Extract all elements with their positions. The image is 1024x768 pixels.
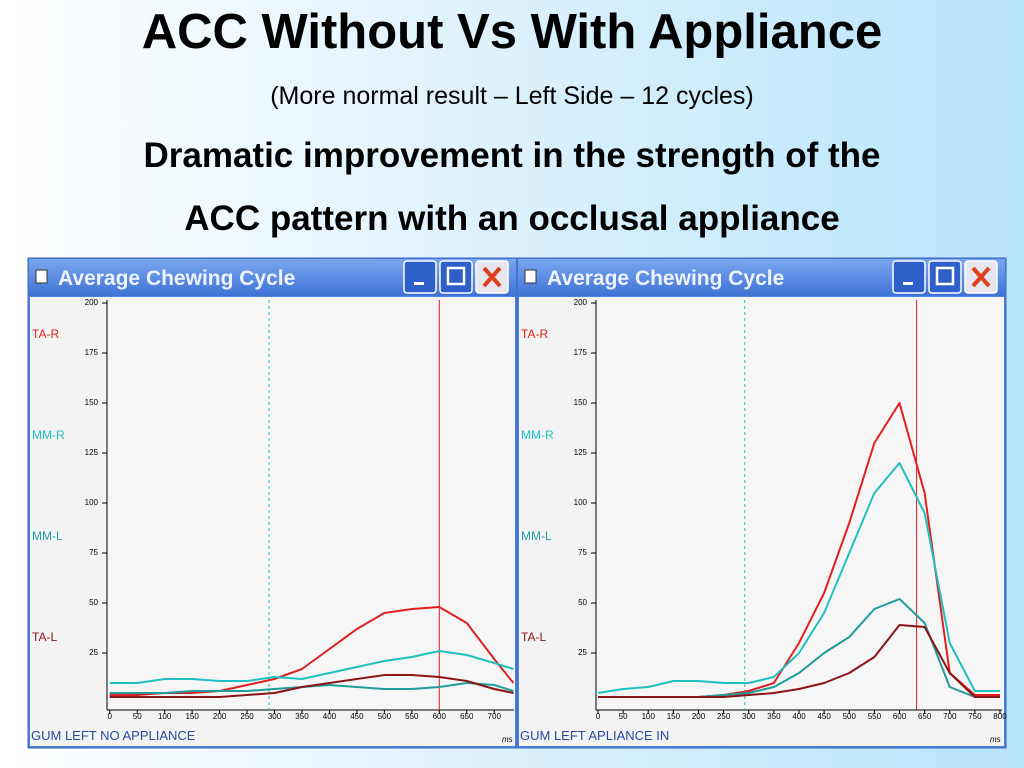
x-tick-label: 400 bbox=[792, 712, 806, 721]
series-line bbox=[598, 624, 1000, 698]
legend-label: MM-L bbox=[521, 529, 552, 543]
y-tick-label: 175 bbox=[574, 348, 588, 357]
window-title: Average Chewing Cycle bbox=[58, 267, 295, 290]
x-tick-label: 350 bbox=[767, 712, 781, 721]
x-tick-label: 0 bbox=[108, 712, 113, 721]
x-tick-label: 450 bbox=[350, 712, 364, 721]
y-tick-label: 25 bbox=[578, 648, 587, 657]
x-tick-label: 100 bbox=[642, 712, 656, 721]
legend-label: TA-R bbox=[32, 327, 59, 341]
maximize-icon bbox=[446, 266, 466, 286]
x-tick-label: 750 bbox=[968, 712, 982, 721]
x-tick-label: 600 bbox=[893, 712, 907, 721]
x-tick-label: 500 bbox=[843, 712, 857, 721]
footer-label: GUM LEFT APLIANCE IN bbox=[520, 728, 669, 743]
y-tick-label: 75 bbox=[578, 548, 587, 557]
plot-area bbox=[107, 300, 514, 710]
close-icon bbox=[482, 266, 502, 288]
x-tick-label: 550 bbox=[405, 712, 419, 721]
slide-subtitle: (More normal result – Left Side – 12 cyc… bbox=[270, 82, 754, 110]
maximize-button[interactable] bbox=[928, 260, 962, 294]
x-tick-label: 700 bbox=[943, 712, 957, 721]
x-tick-label: 200 bbox=[213, 712, 227, 721]
close-icon bbox=[971, 266, 991, 288]
x-tick-label: 450 bbox=[817, 712, 831, 721]
x-tick-label: 800 bbox=[993, 712, 1007, 721]
plot-area bbox=[596, 300, 1002, 710]
x-tick-label: 350 bbox=[295, 712, 309, 721]
y-tick-label: 125 bbox=[85, 448, 99, 457]
minimize-button[interactable] bbox=[892, 260, 926, 294]
window-icon bbox=[524, 269, 537, 284]
legend-label: MM-R bbox=[521, 428, 554, 442]
y-tick-label: 150 bbox=[574, 398, 588, 407]
minimize-icon bbox=[903, 282, 913, 285]
maximize-button[interactable] bbox=[439, 260, 473, 294]
y-tick-label: 100 bbox=[574, 498, 588, 507]
legend-label: MM-R bbox=[32, 428, 65, 442]
x-tick-label: 550 bbox=[868, 712, 882, 721]
x-tick-label: 100 bbox=[158, 712, 172, 721]
y-tick-label: 200 bbox=[85, 298, 99, 307]
x-tick-label: 400 bbox=[323, 712, 337, 721]
x-tick-label: 650 bbox=[918, 712, 932, 721]
series-line bbox=[109, 674, 514, 698]
x-tick-label: 0 bbox=[596, 712, 601, 721]
footer-label: GUM LEFT NO APPLIANCE bbox=[31, 728, 196, 743]
x-tick-label: 250 bbox=[717, 712, 731, 721]
legend-label: TA-L bbox=[521, 630, 546, 644]
y-tick-label: 25 bbox=[89, 648, 98, 657]
x-tick-label: 600 bbox=[433, 712, 447, 721]
window-icon bbox=[35, 269, 48, 284]
caption: Dramatic improvement in the strength of … bbox=[143, 136, 880, 175]
x-tick-label: 50 bbox=[619, 712, 628, 721]
legend-label: TA-R bbox=[521, 327, 548, 341]
x-tick-label: 200 bbox=[692, 712, 706, 721]
x-tick-label: 500 bbox=[378, 712, 392, 721]
y-tick-label: 50 bbox=[578, 598, 587, 607]
y-tick-label: 100 bbox=[85, 498, 99, 507]
series-line bbox=[109, 650, 514, 684]
x-unit: ms bbox=[990, 735, 1001, 744]
y-tick-label: 75 bbox=[89, 548, 98, 557]
legend-label: MM-L bbox=[32, 529, 63, 543]
y-tick-label: 175 bbox=[85, 348, 99, 357]
x-tick-label: 650 bbox=[460, 712, 474, 721]
x-tick-label: 700 bbox=[488, 712, 502, 721]
y-tick-label: 200 bbox=[574, 298, 588, 307]
minimize-icon bbox=[414, 282, 424, 285]
minimize-button[interactable] bbox=[403, 260, 437, 294]
slide-title: ACC Without Vs With Appliance bbox=[142, 5, 882, 59]
x-tick-label: 250 bbox=[240, 712, 254, 721]
y-tick-label: 150 bbox=[85, 398, 99, 407]
y-tick-label: 125 bbox=[574, 448, 588, 457]
x-tick-label: 150 bbox=[185, 712, 199, 721]
x-tick-label: 300 bbox=[268, 712, 282, 721]
window-title: Average Chewing Cycle bbox=[547, 267, 784, 290]
series-line bbox=[597, 462, 1000, 694]
x-tick-label: 50 bbox=[133, 712, 142, 721]
x-tick-label: 150 bbox=[667, 712, 681, 721]
x-unit: ms bbox=[502, 735, 513, 744]
y-tick-label: 50 bbox=[89, 598, 98, 607]
caption: ACC pattern with an occlusal appliance bbox=[184, 199, 839, 238]
legend-label: TA-L bbox=[32, 630, 57, 644]
maximize-icon bbox=[935, 266, 955, 286]
x-tick-label: 300 bbox=[742, 712, 756, 721]
